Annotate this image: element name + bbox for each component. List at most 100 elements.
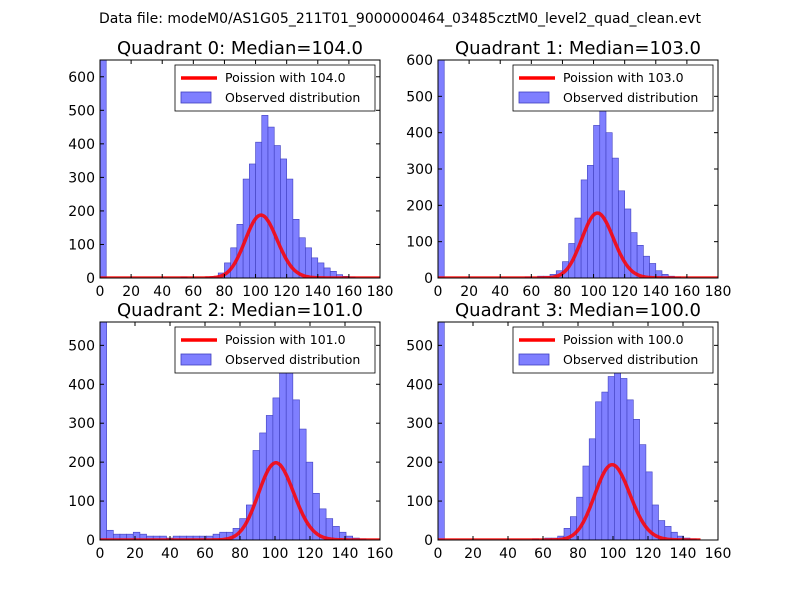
quadrant-1-subplot: Quadrant 1: Median=103.00 20 40 60 80 100 120 1… (406, 38, 731, 300)
quadrant-3-xtick-label-2: 40 (499, 546, 517, 562)
quadrant-1-bar-11 (593, 125, 601, 278)
quadrant-2-poisson-curve (100, 461, 380, 540)
quadrant-3-xtick-label-4: 80 (569, 546, 587, 562)
quadrant-3-bar-16 (632, 419, 640, 540)
quadrant-1-poisson-curve (438, 211, 718, 278)
quadrant-1-xtick-label-3: 60 (522, 284, 540, 300)
quadrant-3-ytick-label-1: 100 (406, 494, 433, 510)
quadrant-0-xtick-label-0: 0 (96, 284, 105, 300)
quadrant-0-bar-12 (267, 126, 275, 278)
quadrant-1-xtick-label-7: 140 (642, 284, 669, 300)
quadrant-1-legend-bar-swatch (518, 91, 550, 104)
quadrant-3-bar-12 (607, 376, 615, 540)
quadrant-0-xtick-label-7: 140 (304, 284, 331, 300)
quadrant-2-ytick-label-3: 300 (68, 416, 95, 432)
quadrant-1-xtick-label-6: 120 (611, 284, 638, 300)
quadrant-3-ytick-label-4: 400 (406, 377, 433, 393)
quadrant-0-ytick-label-4: 400 (68, 137, 95, 153)
quadrant-0-xtick-label-3: 60 (184, 284, 202, 300)
quadrant-0-bar-19 (311, 257, 319, 278)
quadrant-0-xtick-label-8: 160 (336, 284, 363, 300)
quadrant-1-xtick-label-2: 40 (491, 284, 509, 300)
quadrant-2-bar-29 (292, 399, 300, 540)
quadrant-2-subplot: Quadrant 2: Median=101.0 0 20 40 60 80 100 120 1… (68, 300, 393, 562)
quadrant-2-bar-30 (299, 428, 307, 540)
quadrant-0-xtick-label-5: 100 (242, 284, 269, 300)
quadrant-0-ytick-label-2: 200 (68, 204, 95, 220)
quadrant-2-xtick-label-3: 60 (196, 546, 214, 562)
quadrant-1-bar-12 (599, 110, 607, 278)
quadrant-0-ytick-label-3: 300 (68, 170, 95, 186)
quadrant-3-bar-14 (620, 378, 628, 540)
quadrant-0-ytick-label-0: 0 (86, 271, 95, 287)
quadrant-0-bar-0 (100, 60, 107, 278)
quadrant-1-xtick-label-4: 80 (554, 284, 572, 300)
quadrant-3-xtick-label-5: 100 (600, 546, 627, 562)
quadrant-0-legend-label-observed: Observed distribution (225, 90, 360, 105)
quadrant-3-xtick-label-7: 140 (670, 546, 697, 562)
quadrant-0-legend-label-poisson: Poission with 104.0 (225, 70, 346, 85)
quadrant-3-bar-9 (588, 438, 596, 540)
quadrant-1-legend-label-observed: Observed distribution (563, 90, 698, 105)
quadrant-2-title: Quadrant 2: Median=101.0 (117, 300, 363, 321)
quadrant-2-bars (100, 322, 367, 540)
quadrant-3-legend-label-observed: Observed distribution (563, 352, 698, 367)
quadrant-0-xtick-label-4: 80 (216, 284, 234, 300)
quadrant-3-legend-bar-swatch (518, 353, 550, 366)
quadrant-2-bar-26 (272, 397, 280, 540)
quadrant-1-ytick-label-4: 400 (406, 126, 433, 142)
quadrant-1-legend: Poission with 103.0 Observed distribution (512, 64, 714, 112)
quadrant-0-ytick-label-5: 500 (68, 103, 95, 119)
quadrant-2-xtick-label-4: 80 (231, 546, 249, 562)
quadrant-2-xtick-label-6: 120 (297, 546, 324, 562)
quadrant-3-xtick-label-6: 120 (635, 546, 662, 562)
quadrant-0-legend: Poission with 104.0 Observed distribution (174, 64, 376, 112)
quadrant-0-bar-18 (305, 247, 312, 278)
quadrant-1-ytick-label-0: 0 (424, 271, 433, 287)
quadrant-3-bar-15 (626, 399, 634, 540)
quadrant-0-ytick-label-1: 100 (68, 237, 95, 253)
quadrant-0-bar-13 (273, 145, 281, 278)
quadrant-2-ytick-label-4: 400 (68, 377, 95, 393)
quadrant-3-ytick-label-5: 500 (406, 338, 433, 354)
quadrant-0-xtick-label-6: 120 (273, 284, 300, 300)
quadrant-1-ytick-label-1: 100 (406, 235, 433, 251)
quadrant-1-bar-13 (605, 132, 613, 278)
quadrant-0-bar-11 (261, 115, 269, 278)
quadrant-1-ytick-label-6: 600 (406, 53, 433, 69)
quadrant-1-xtick-label-8: 160 (674, 284, 701, 300)
quadrant-2-xtick-label-7: 140 (332, 546, 359, 562)
quadrant-2-xtick-label-8: 160 (367, 546, 394, 562)
quadrant-3-poisson-curve (438, 462, 701, 540)
quadrant-3-xtick-label-1: 20 (464, 546, 482, 562)
quadrant-0-xtick-label-2: 40 (153, 284, 171, 300)
quadrant-0-poisson-curve (100, 213, 380, 278)
quadrant-1-bar-19 (643, 255, 650, 278)
quadrant-1-legend-label-poisson: Poission with 103.0 (563, 70, 684, 85)
quadrant-2-legend: Poission with 101.0 Observed distribution (174, 326, 376, 374)
quadrant-3-xtick-label-8: 160 (705, 546, 732, 562)
quadrant-2-ytick-label-5: 500 (68, 338, 95, 354)
quadrant-3-bar-8 (582, 465, 590, 540)
quadrant-1-xtick-label-1: 20 (460, 284, 478, 300)
quadrant-1-ytick-label-3: 300 (406, 162, 433, 178)
quadrant-0-bar-17 (298, 237, 306, 278)
quadrant-2-bar-25 (265, 415, 274, 540)
quadrant-0-legend-bar-swatch (180, 91, 212, 104)
quadrant-0-xtick-label-9: 180 (367, 284, 394, 300)
quadrant-2-bar-28 (285, 358, 294, 540)
quadrant-1-xtick-label-9: 180 (705, 284, 732, 300)
quadrant-3-legend: Poission with 100.0 Observed distribution (512, 326, 714, 374)
quadrant-0-axes-frame (99, 59, 381, 279)
quadrant-2-legend-bar-swatch (180, 353, 212, 366)
quadrant-3-ytick-label-0: 0 (424, 533, 433, 549)
quadrant-0-ytick-label-6: 600 (68, 70, 95, 86)
quadrant-2-ytick-label-0: 0 (86, 533, 95, 549)
quadrant-3-bar-10 (595, 401, 603, 540)
quadrant-3-ytick-label-2: 200 (406, 455, 433, 471)
quadrant-0-bar-20 (317, 262, 325, 278)
quadrant-3-bar-0 (438, 322, 445, 540)
quadrant-1-bar-15 (618, 190, 625, 278)
quadrant-2-legend-label-observed: Observed distribution (225, 352, 360, 367)
quadrant-2-bar-27 (279, 368, 287, 540)
